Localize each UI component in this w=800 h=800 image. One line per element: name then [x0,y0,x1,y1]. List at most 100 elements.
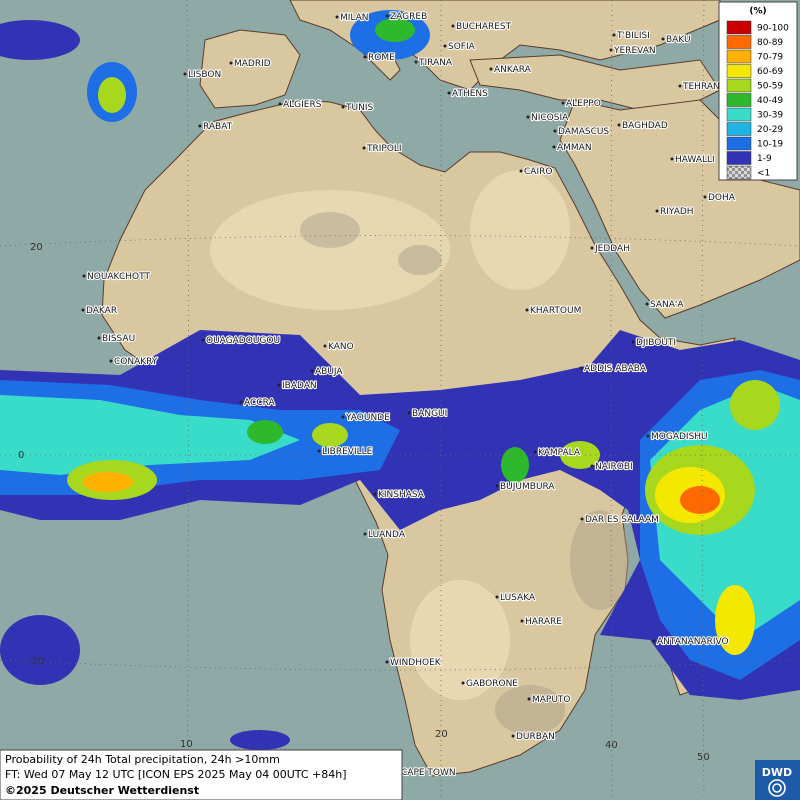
info-forecast: FT: Wed 07 May 12 UTC [ICON EPS 2025 May… [5,768,347,781]
city-marker [703,195,707,199]
city-label: T'BILISI [616,31,650,41]
city-marker [82,274,86,278]
city-marker [183,72,187,76]
city-marker [661,37,665,41]
city-marker [495,484,499,488]
city-label: ABUJA [315,367,343,377]
legend-label: 80-89 [757,38,783,48]
city-label: LISBON [188,70,221,80]
city-label: BAKU [666,35,691,45]
legend-swatch [726,165,752,180]
legend-swatch [726,107,752,122]
city-label: TIRANA [418,58,453,68]
city-label: YAOUNDE [345,413,390,423]
info-title: Probability of 24h Total precipitation, … [5,753,280,766]
legend-swatch [726,20,752,35]
legend-swatch [726,64,752,78]
graticule-label: 10 [180,739,193,750]
logo-swirl [768,779,786,797]
city-label: MOGADISHU [651,432,708,442]
legend-swatch [726,93,752,107]
city-marker [97,336,101,340]
city-label: ALGIERS [283,100,322,110]
graticule-label: 40 [605,740,618,751]
legend-label: 1-9 [757,154,772,164]
city-label: SANA'A [650,300,684,310]
city-label: ANKARA [494,65,532,75]
city-label: ROME [368,53,395,63]
legend-label: 50-59 [757,82,783,92]
city-marker [385,660,389,664]
graticule-label: 50 [697,752,710,763]
city-marker [580,517,584,521]
city-marker [414,60,418,64]
city-label: JEDDAH [594,244,630,254]
city-label: DURBAN [516,732,555,742]
city-marker [525,308,529,312]
city-marker [341,415,345,419]
highland-shading [300,212,630,735]
city-label: CAPE TOWN [401,768,456,778]
city-label: BAGHDAD [622,121,668,131]
precipitation [0,10,800,750]
city-label: HARARE [525,617,562,627]
legend-label: <1 [757,169,770,179]
city-label: ALEPPO [566,99,601,109]
logo-text: DWD [762,766,792,779]
city-label: NICOSIA [531,113,569,123]
info-box [0,749,403,800]
city-label: BANGUI [412,409,447,419]
city-label: LUANDA [368,530,406,540]
city-label: DAKAR [86,306,117,316]
city-label: NAIROBI [595,462,633,472]
city-label: TRIPOLI [366,144,402,154]
city-label: DAMASCUS [558,127,609,137]
legend-swatch [726,136,752,151]
city-label: ZAGREB [390,12,427,22]
city-marker [617,123,621,127]
city-marker [362,146,366,150]
city-marker [579,366,583,370]
city-label: IBADAN [282,381,317,391]
legend-label: 20-29 [757,125,783,135]
graticule-label: 0 [18,450,24,461]
city-label: DOHA [708,193,736,203]
city-label: ATHENS [452,89,488,99]
city-label: LUSAKA [500,593,536,603]
legend-label: 40-49 [757,96,783,106]
city-marker [229,61,233,65]
city-marker [198,124,202,128]
city-marker [407,411,411,415]
city-marker [277,383,281,387]
city-label: RABAT [203,122,233,132]
legend-label: 10-19 [757,140,783,150]
legend-label: 60-69 [757,67,783,77]
legend-unit: (%) [749,7,766,17]
city-label: DJIBOUTI [636,338,676,348]
city-label: TEHRAN [682,82,720,92]
city-label: BUCHAREST [456,22,512,32]
city-label: HAWALLI [675,155,715,165]
city-marker [520,619,524,623]
info-copyright: ©2025 Deutscher Wetterdienst [5,784,199,797]
city-marker [552,145,556,149]
city-marker [590,246,594,250]
city-marker [652,639,656,643]
city-marker [278,102,282,106]
city-marker [670,157,674,161]
city-label: OUAGADOUGOU [206,336,280,346]
city-marker [81,308,85,312]
city-label: KANO [328,342,354,352]
legend-label: 30-39 [757,111,783,121]
city-marker [646,434,650,438]
legend-swatch [726,49,752,64]
city-marker [443,44,447,48]
city-marker [461,681,465,685]
city-label: MADRID [234,59,271,69]
city-marker [612,33,616,37]
city-marker [373,492,377,496]
city-marker [363,55,367,59]
city-marker [341,105,345,109]
